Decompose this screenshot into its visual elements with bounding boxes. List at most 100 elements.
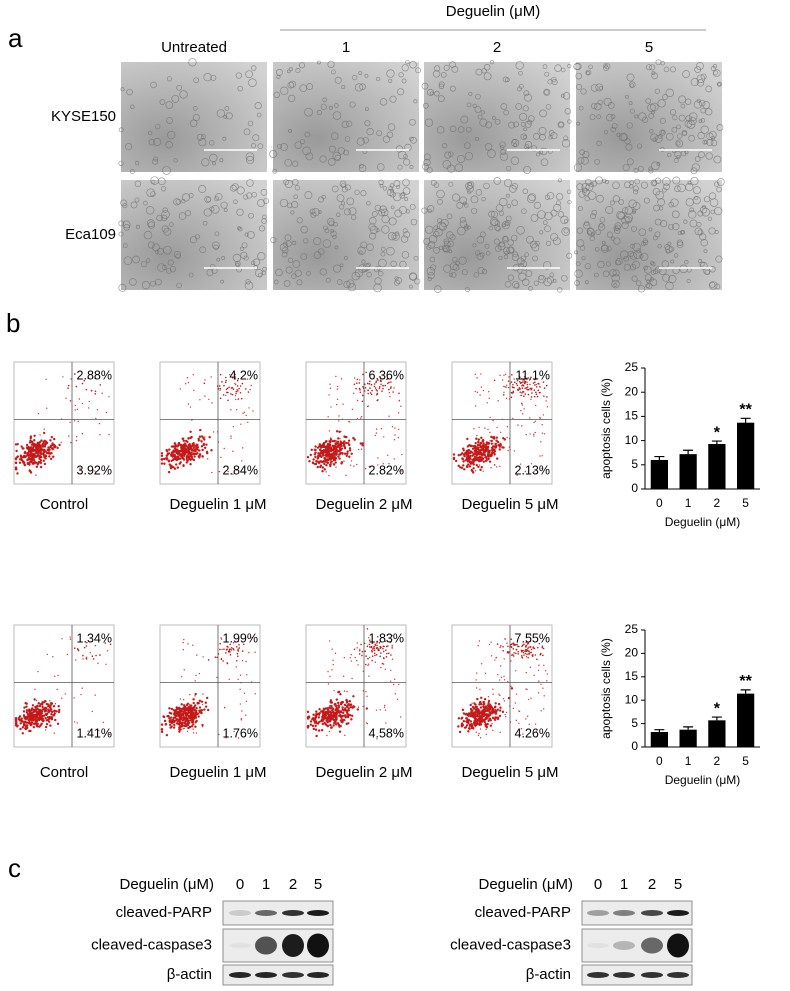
lane-label: 0	[594, 876, 602, 893]
event-dot	[207, 709, 209, 711]
event-dot	[199, 399, 200, 400]
event-dot	[383, 651, 385, 653]
event-dot	[465, 717, 467, 719]
event-dot	[462, 464, 464, 466]
event-dot	[481, 440, 483, 442]
event-dot	[535, 654, 537, 656]
event-dot	[199, 706, 201, 708]
event-dot	[521, 385, 523, 387]
event-dot	[491, 655, 492, 656]
bar	[680, 454, 697, 489]
event-dot	[502, 646, 504, 648]
event-dot	[376, 709, 377, 710]
event-dot	[541, 455, 542, 456]
event-dot	[400, 716, 401, 717]
event-dot	[530, 667, 531, 668]
event-dot	[326, 721, 328, 723]
event-dot	[320, 460, 322, 462]
event-dot	[190, 406, 191, 407]
event-dot	[523, 391, 525, 393]
event-dot	[315, 735, 317, 737]
event-dot	[344, 735, 345, 736]
event-dot	[26, 721, 28, 723]
event-dot	[33, 698, 35, 700]
event-dot	[315, 710, 317, 712]
lane-label: 1	[262, 876, 270, 893]
event-dot	[482, 454, 484, 456]
event-dot	[533, 422, 534, 423]
event-dot	[254, 652, 255, 653]
event-dot	[225, 382, 227, 384]
event-dot	[479, 447, 480, 448]
event-dot	[325, 464, 327, 466]
event-dot	[41, 710, 43, 712]
event-dot	[528, 653, 530, 655]
event-dot	[38, 712, 40, 714]
event-dot	[195, 446, 196, 447]
event-dot	[107, 650, 108, 651]
event-dot	[523, 395, 525, 397]
event-dot	[325, 440, 327, 442]
event-dot	[501, 677, 502, 678]
event-dot	[26, 444, 28, 446]
event-dot	[493, 711, 495, 713]
event-dot	[479, 640, 480, 641]
x-tick-label: 1	[685, 496, 692, 510]
event-dot	[543, 648, 545, 650]
event-dot	[350, 706, 352, 708]
event-dot	[308, 460, 310, 462]
event-dot	[351, 718, 352, 719]
event-dot	[94, 393, 96, 395]
event-dot	[246, 701, 247, 702]
event-dot	[199, 700, 201, 702]
event-dot	[51, 436, 53, 438]
event-dot	[485, 729, 486, 730]
bar	[737, 694, 754, 747]
event-dot	[542, 655, 544, 657]
event-dot	[350, 464, 351, 465]
event-dot	[204, 436, 205, 437]
event-dot	[68, 435, 69, 436]
event-dot	[365, 468, 366, 469]
event-dot	[338, 457, 340, 459]
event-dot	[203, 438, 205, 440]
event-dot	[36, 718, 37, 719]
event-dot	[161, 728, 163, 730]
event-dot	[340, 449, 342, 451]
event-dot	[19, 728, 21, 730]
event-dot	[54, 446, 56, 448]
event-dot	[533, 435, 534, 436]
event-dot	[362, 651, 364, 653]
event-dot	[545, 400, 546, 401]
event-dot	[391, 647, 393, 649]
event-dot	[41, 706, 43, 708]
event-dot	[232, 394, 234, 396]
event-dot	[27, 463, 29, 465]
event-dot	[469, 445, 471, 447]
event-dot	[237, 679, 238, 680]
event-dot	[517, 651, 519, 653]
event-dot	[484, 721, 486, 723]
event-dot	[161, 462, 163, 464]
panel-label: b	[6, 308, 20, 338]
event-dot	[384, 705, 385, 706]
event-dot	[192, 720, 194, 722]
event-dot	[491, 442, 493, 444]
event-dot	[477, 708, 479, 710]
event-dot	[360, 644, 362, 646]
event-dot	[345, 475, 346, 476]
event-dot	[192, 715, 194, 717]
event-dot	[33, 726, 35, 728]
event-dot	[55, 703, 56, 704]
event-dot	[345, 699, 347, 701]
blot-band	[641, 910, 663, 916]
blot-row-label: cleaved-caspase3	[450, 936, 571, 953]
event-dot	[358, 449, 359, 450]
event-dot	[398, 392, 400, 394]
event-dot	[181, 703, 183, 705]
event-dot	[391, 645, 393, 647]
event-dot	[332, 724, 334, 726]
event-dot	[172, 466, 174, 468]
blot-band	[255, 910, 277, 916]
event-dot	[219, 388, 221, 390]
